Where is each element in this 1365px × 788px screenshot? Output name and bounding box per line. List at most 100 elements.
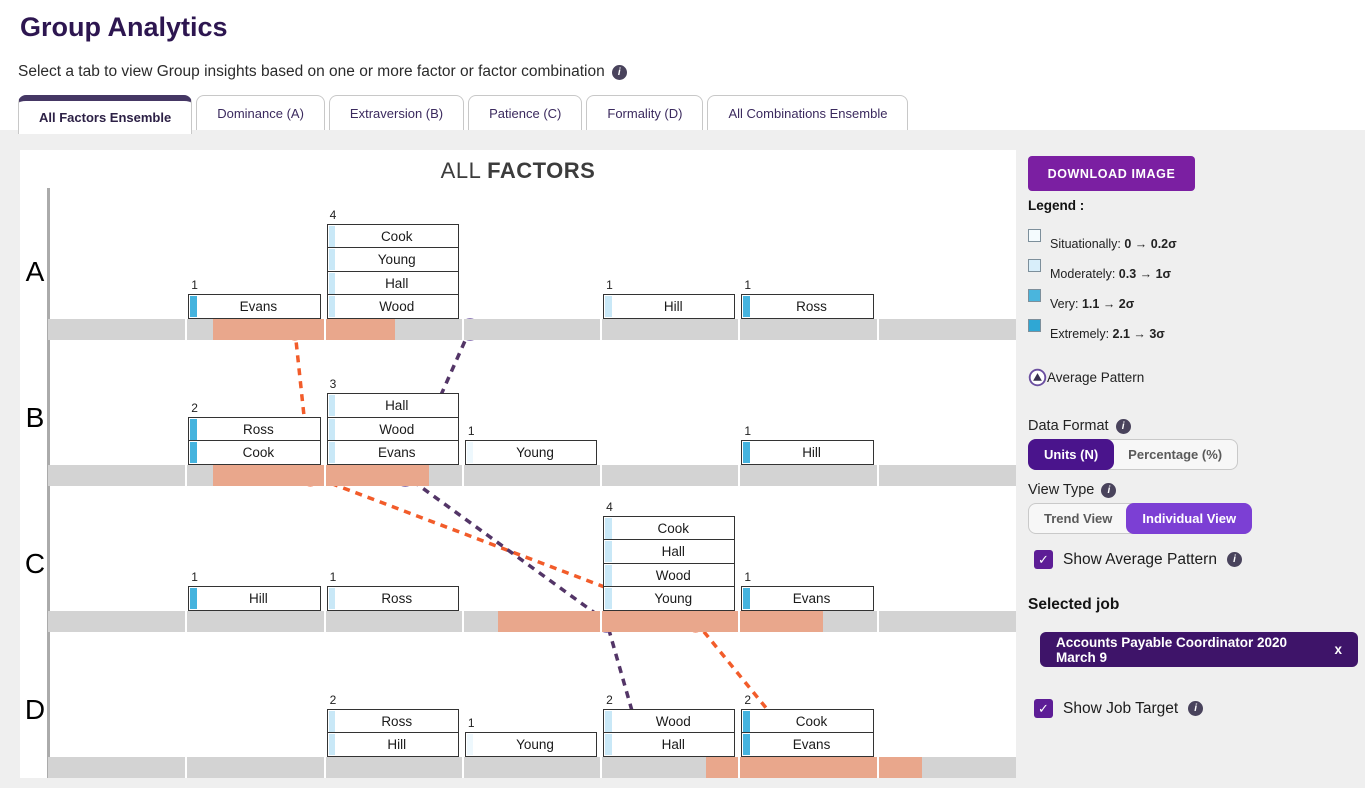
intensity-strip-moderately (605, 517, 612, 539)
person-box: Hill (326, 732, 459, 757)
person-name: Hill (663, 299, 683, 314)
scale-divider (738, 757, 741, 778)
chart-title: ALL FACTORS (20, 158, 1016, 184)
intensity-strip-very (743, 296, 750, 317)
group-count: 1 (467, 716, 475, 730)
person-box: Hall (326, 393, 459, 418)
scale-divider (738, 319, 741, 340)
show-average-pattern-checkbox[interactable]: ✓ (1034, 550, 1053, 569)
group-count: 1 (606, 278, 613, 292)
chart-title-prefix: ALL (440, 158, 488, 183)
factor-label-A: A (25, 256, 45, 287)
group-count: 4 (329, 207, 337, 222)
person-name: Hall (385, 275, 409, 291)
legend-label: Situationally: (1050, 237, 1125, 251)
person-box: Ross (326, 708, 459, 734)
person-stack-A: Hill (603, 294, 736, 319)
person-name: Hall (661, 544, 685, 559)
scale-divider (600, 319, 603, 340)
person-stack-C: Cook Hall Wood Young (603, 515, 736, 611)
job-target-zone-C (498, 611, 824, 632)
info-icon[interactable]: i (1188, 701, 1204, 716)
scale-divider (876, 757, 879, 778)
person-box: Young (464, 440, 598, 465)
scale-divider (323, 465, 326, 486)
info-icon[interactable]: i (1101, 482, 1117, 498)
info-icon[interactable]: i (611, 64, 627, 80)
selected-job-heading: Selected job (1028, 596, 1120, 613)
legend-swatch-situationally (1028, 229, 1041, 242)
intensity-strip-moderately (605, 710, 612, 732)
average-pattern-icon (1028, 368, 1047, 387)
download-image-button[interactable]: DOWNLOAD IMAGE (1028, 156, 1195, 191)
group-count: 2 (606, 692, 613, 707)
person-box: Hill (741, 440, 874, 465)
person-name: Evans (239, 299, 278, 314)
tab-patience-c[interactable]: Patience (C) (468, 95, 583, 130)
person-stack-D: Cook Evans (741, 708, 874, 757)
scale-divider (461, 611, 464, 632)
person-stack-A: Ross (741, 294, 874, 319)
show-job-target-row: ✓ Show Job Target i (1034, 699, 1204, 718)
person-box: Hall (603, 539, 736, 564)
person-box: Wood (326, 294, 459, 319)
person-name: Young (516, 737, 554, 752)
page-title: Group Analytics (20, 12, 228, 42)
scale-bar-B (48, 465, 1016, 486)
scale-divider (876, 611, 879, 632)
person-name: Cook (380, 228, 413, 244)
scale-divider (600, 465, 603, 486)
person-stack-A: Cook Young Hall Wood (326, 223, 459, 319)
job-target-zone-D (706, 757, 923, 778)
chart-title-emphasis: FACTORS (487, 158, 596, 183)
tab-dominance-a[interactable]: Dominance (A) (196, 95, 325, 130)
person-name: Evans (792, 737, 831, 752)
show-job-target-checkbox[interactable]: ✓ (1034, 699, 1053, 718)
person-box: Hall (603, 732, 736, 757)
person-name: Hill (802, 445, 821, 460)
person-stack-D: Ross Hill (326, 708, 459, 757)
tab-all-factors-ensemble[interactable]: All Factors Ensemble (18, 95, 193, 134)
tab-extraversion-b[interactable]: Extraversion (B) (328, 95, 465, 130)
scale-divider (876, 465, 879, 486)
info-icon[interactable]: i (1226, 552, 1242, 567)
selected-job-pill: Accounts Payable Coordinator 2020 March … (1040, 632, 1358, 667)
toggle-units-n[interactable]: Units (N) (1028, 439, 1115, 470)
person-box: Hill (603, 294, 736, 319)
tab-all-combinations-ensemble[interactable]: All Combinations Ensemble (707, 95, 909, 130)
selected-job-value: Accounts Payable Coordinator 2020 March … (1056, 634, 1288, 665)
intensity-strip-situationally (466, 442, 474, 463)
toggle-percentage[interactable]: Percentage (%) (1128, 447, 1223, 462)
legend-item-extremely: Extremely: 2.1 → 3σ (1028, 318, 1177, 348)
view-type-toggle: Trend View Individual View (1028, 503, 1253, 534)
group-count: 1 (744, 424, 752, 438)
intensity-strip-moderately (328, 588, 336, 609)
tab-formality-d[interactable]: Formality (D) (586, 95, 704, 130)
person-stack-C: Evans (741, 586, 874, 611)
info-icon[interactable]: i (1115, 418, 1131, 434)
toggle-individual-view[interactable]: Individual View (1126, 503, 1253, 534)
intensity-strip-moderately (328, 418, 336, 440)
toggle-trend-view[interactable]: Trend View (1044, 511, 1113, 526)
person-name: Cook (657, 520, 690, 536)
legend-list: Situationally: 0 → 0.2σ Moderately: 0.3 … (1028, 228, 1177, 348)
show-job-target-label: Show Job Target (1063, 699, 1179, 717)
intensity-strip-moderately (328, 442, 336, 463)
scale-divider (738, 611, 741, 632)
scale-bar-A (48, 319, 1016, 340)
group-count: 2 (329, 692, 337, 707)
person-stack-B: Ross Cook (188, 416, 321, 465)
person-name: Young (516, 445, 554, 460)
legend-item-situationally: Situationally: 0 → 0.2σ (1028, 228, 1177, 258)
intensity-strip-moderately (328, 225, 336, 247)
show-average-pattern-label: Show Average Pattern (1063, 550, 1217, 568)
group-count: 1 (744, 278, 752, 292)
scale-divider (600, 757, 603, 778)
scale-bar-C (48, 611, 1016, 632)
intensity-strip-very (743, 710, 750, 732)
scale-divider (185, 611, 188, 632)
person-name: Young (377, 252, 416, 267)
group-count: 4 (606, 499, 613, 514)
scale-divider (185, 465, 188, 486)
remove-job-button[interactable]: x (1334, 642, 1342, 657)
